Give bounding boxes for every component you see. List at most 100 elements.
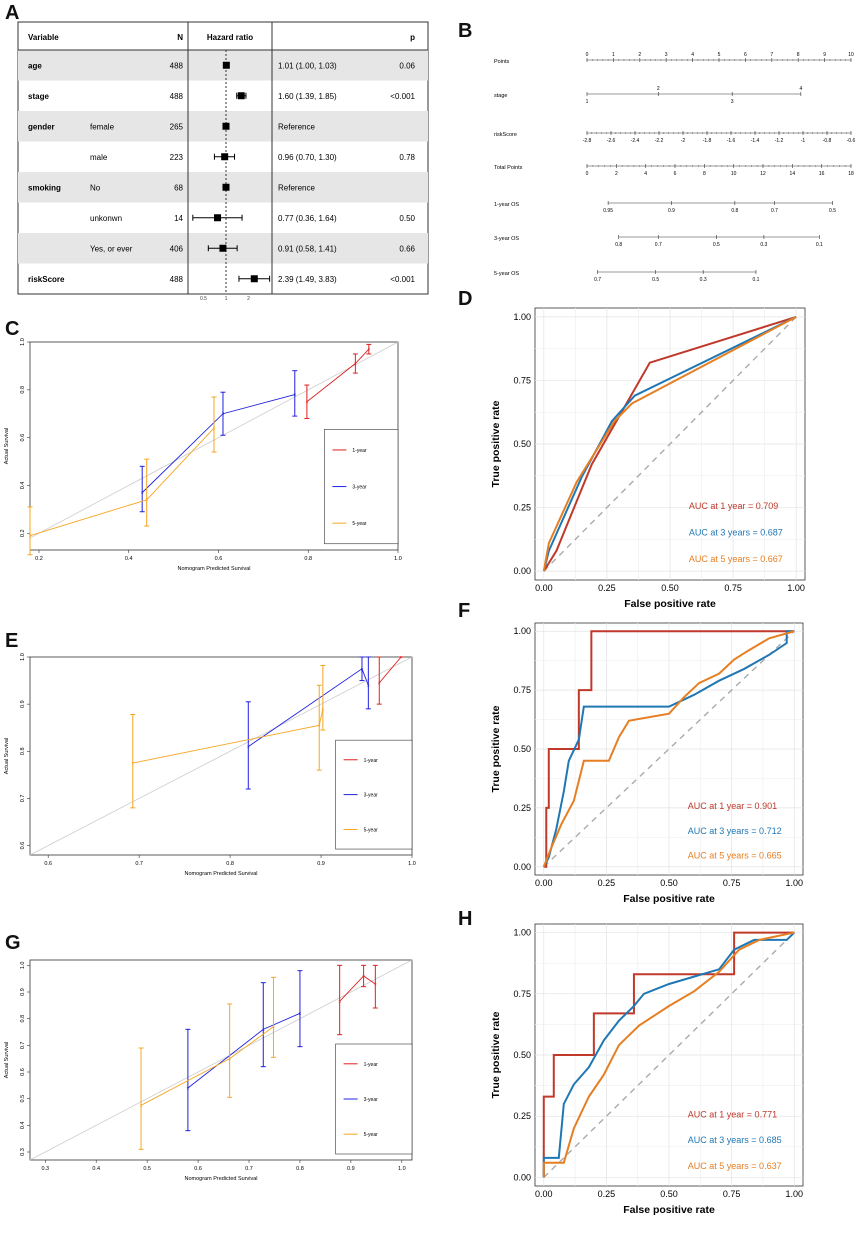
y-axis-label: True positive rate <box>490 1011 502 1098</box>
roc-curve-3-years <box>542 931 795 1178</box>
y-axis-label: Actual Survival <box>4 428 10 464</box>
legend-label: 5-year <box>352 521 367 527</box>
x-tick-label: 0.7 <box>135 861 143 867</box>
y-tick-label: 0.7 <box>20 1042 26 1050</box>
nomogram-tick-label: 1 <box>612 52 615 58</box>
nomogram-tick-label: 8 <box>703 171 706 177</box>
y-tick-label: 0.8 <box>20 1015 26 1023</box>
y-tick-label: 0.00 <box>513 862 531 872</box>
nomogram-tick-label: 0.9 <box>668 208 675 214</box>
y-tick-label: 1.00 <box>513 928 531 938</box>
series-line-5-year <box>132 708 324 764</box>
forest-variable: riskScore <box>28 275 65 284</box>
panel-letter-c: C <box>5 318 20 340</box>
forest-hr-marker <box>250 275 258 283</box>
y-tick-label: 1.00 <box>513 312 531 322</box>
ideal-line <box>29 959 413 1161</box>
nomogram-tick-label: 0.3 <box>700 277 707 283</box>
nomogram-tick-label: 0.95 <box>603 208 613 214</box>
series-line-1-year <box>378 656 402 684</box>
legend-label: 3-year <box>364 1097 379 1103</box>
nomogram-tick-label: 4 <box>799 86 802 92</box>
y-tick-label: 0.6 <box>20 434 26 442</box>
forest-n: 488 <box>170 275 184 284</box>
forest-hr-marker <box>214 214 222 222</box>
roc-plot-f: 0.00 0.00 0.25 0.25 0.50 0.50 0.75 0.75 1.00 1.00… <box>490 622 804 905</box>
forest-hr-text: 0.96 (0.70, 1.30) <box>278 153 337 162</box>
nomogram-tick-label: 9 <box>823 52 826 58</box>
data-point-marker: × <box>213 426 216 432</box>
panel-letter-h: H <box>458 908 473 930</box>
forest-subgroup: No <box>90 183 101 192</box>
data-point-marker: × <box>362 974 365 980</box>
nomogram-tick-label: 0.7 <box>655 242 662 248</box>
x-axis-label: Nomogram Predicted Survival <box>184 1176 257 1182</box>
nomogram-tick-label: 10 <box>731 171 737 177</box>
forest-hr-marker <box>222 61 230 69</box>
forest-n: 406 <box>170 244 184 253</box>
data-point-marker: × <box>222 412 225 418</box>
forest-subgroup: female <box>90 122 115 131</box>
x-axis-label: False positive rate <box>623 893 715 905</box>
nomogram-tick-label: -2.4 <box>631 138 640 144</box>
y-tick-label: 0.6 <box>20 1068 26 1076</box>
x-tick-label: 0.75 <box>723 878 741 888</box>
nomogram-tick-label: 4 <box>691 52 694 58</box>
legend-label: 5-year <box>364 827 379 833</box>
nomogram-tick-label: 14 <box>790 171 796 177</box>
nomogram-tick-label: 10 <box>848 52 854 58</box>
y-tick-label: 0.5 <box>20 1095 26 1103</box>
nomogram-tick-label: 0.8 <box>615 242 622 248</box>
forest-variable: stage <box>28 92 49 101</box>
y-tick-label: 1.00 <box>513 626 531 636</box>
nomogram-tick-label: 4 <box>644 171 647 177</box>
nomogram-tick-label: 0 <box>586 171 589 177</box>
nomogram-tick-label: -0.8 <box>823 138 832 144</box>
nomogram-tick-label: -2 <box>681 138 686 144</box>
data-point-marker: × <box>338 999 341 1005</box>
forest-p: <0.001 <box>390 92 415 101</box>
x-tick-label: 1.0 <box>408 861 416 867</box>
x-tick-label: 1.00 <box>787 583 805 593</box>
nomogram-tick-label: 0.1 <box>816 242 823 248</box>
x-tick-label: 0.4 <box>125 556 133 562</box>
x-tick-label: 1.00 <box>785 878 803 888</box>
x-tick-label: 1.00 <box>785 1189 803 1199</box>
forest-axis-tick: 1 <box>225 296 228 302</box>
forest-subgroup: unkonwn <box>90 214 122 223</box>
forest-subgroup: Yes, or ever <box>90 244 133 253</box>
nomogram-tick-label: 0.3 <box>760 242 767 248</box>
nomogram-tick-label: 8 <box>797 52 800 58</box>
forest-p: 0.50 <box>399 214 415 223</box>
x-tick-label: 0.6 <box>44 861 52 867</box>
x-axis-label: False positive rate <box>623 1204 715 1216</box>
y-tick-label: 0.4 <box>20 1122 26 1130</box>
calibration-plot-e: 0.6 0.7 0.8 0.9 1.0 0.6 0.7 0.8 0.9 1.0 Nomogram P… <box>4 653 416 877</box>
x-tick-label: 0.75 <box>723 1189 741 1199</box>
nomogram-tick-label: -1 <box>801 138 806 144</box>
x-axis-label: Nomogram Predicted Survival <box>184 871 257 877</box>
diagonal-reference <box>543 316 797 572</box>
data-point-marker: × <box>374 982 377 988</box>
nomogram-tick-label: 16 <box>819 171 825 177</box>
nomogram-tick-label: 0.5 <box>713 242 720 248</box>
y-tick-label: 0.4 <box>20 482 26 490</box>
x-axis-label: False positive rate <box>624 598 716 610</box>
data-point-marker: × <box>140 1103 143 1109</box>
nomogram-tick-label: 6 <box>744 52 747 58</box>
y-tick-label: 0.75 <box>513 989 531 999</box>
y-tick-label: 1.0 <box>20 962 26 970</box>
nomogram-tick-label: 2 <box>638 52 641 58</box>
nomogram-tick-label: -2.2 <box>655 138 664 144</box>
nomogram-tick-label: 1 <box>586 99 589 105</box>
x-tick-label: 0.00 <box>535 1189 553 1199</box>
forest-header-variable: Variable <box>28 33 59 42</box>
forest-n: 68 <box>174 183 183 192</box>
data-point-marker: × <box>400 655 403 661</box>
y-axis-label: Actual Survival <box>4 1042 10 1078</box>
calibration-plot-g: 0.3 0.4 0.5 0.6 0.7 0.8 0.9 1.0 0.3 0.4 0.5 0.6 0.7 0… <box>4 959 413 1182</box>
nomogram-tick-label: 0.8 <box>731 208 738 214</box>
x-tick-label: 0.8 <box>304 556 312 562</box>
nomogram-row-label: 5-year OS <box>494 271 519 277</box>
